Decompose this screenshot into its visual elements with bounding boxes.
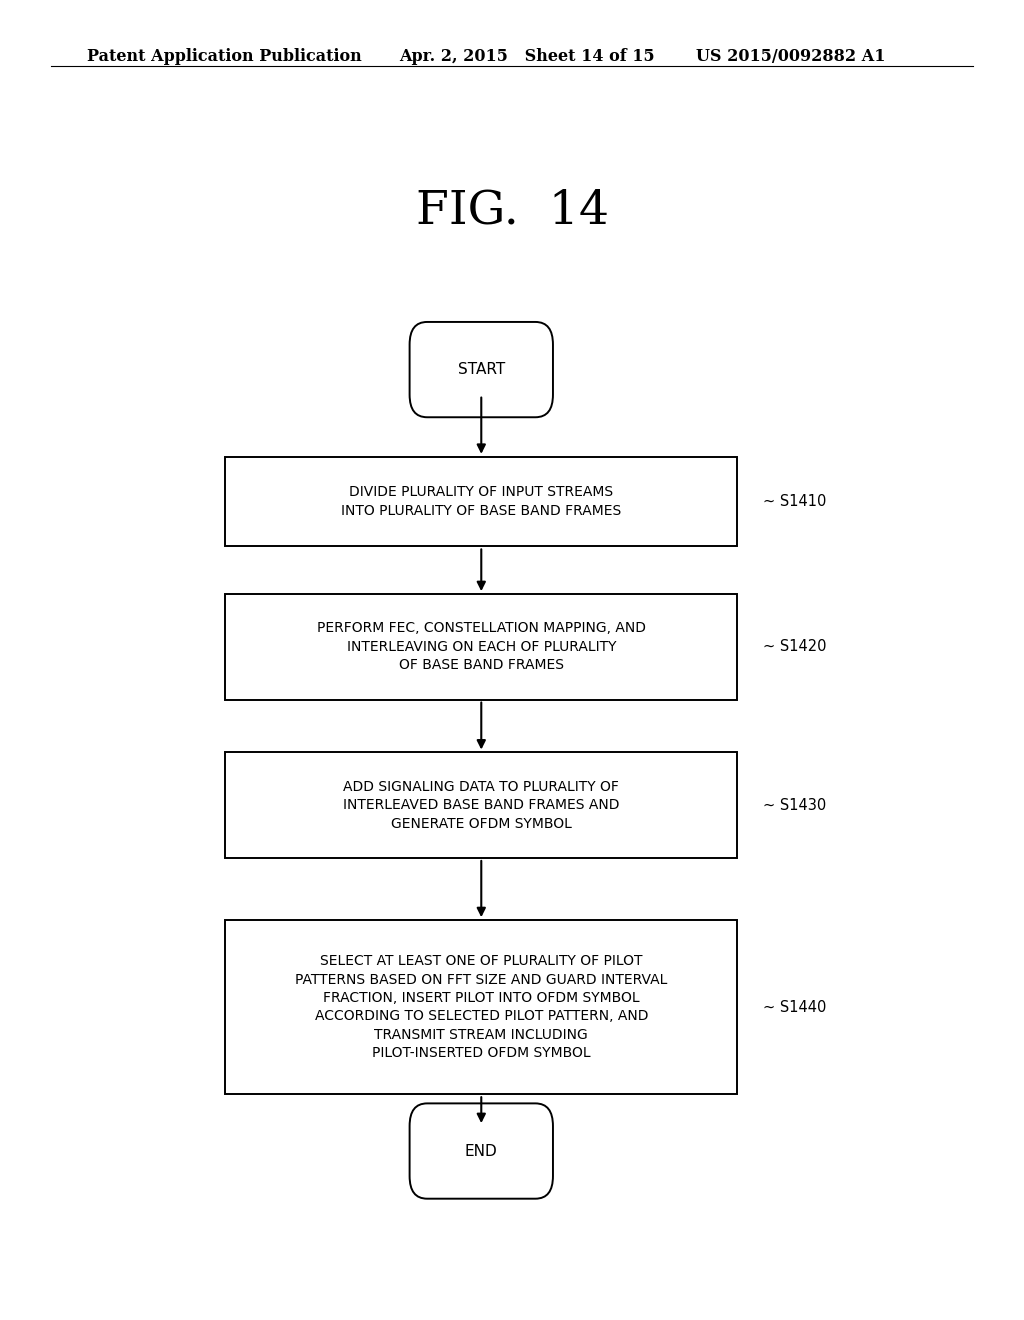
Bar [225, 920, 737, 1094]
Text: ADD SIGNALING DATA TO PLURALITY OF
INTERLEAVED BASE BAND FRAMES AND
GENERATE OFD: ADD SIGNALING DATA TO PLURALITY OF INTER… [343, 780, 620, 830]
Bar [225, 752, 737, 858]
FancyBboxPatch shape [410, 1104, 553, 1199]
Text: ~ S1420: ~ S1420 [763, 639, 826, 655]
Text: ~ S1410: ~ S1410 [763, 494, 826, 510]
Text: PERFORM FEC, CONSTELLATION MAPPING, AND
INTERLEAVING ON EACH OF PLURALITY
OF BAS: PERFORM FEC, CONSTELLATION MAPPING, AND … [316, 622, 646, 672]
Text: Patent Application Publication: Patent Application Publication [87, 48, 361, 65]
Text: SELECT AT LEAST ONE OF PLURALITY OF PILOT
PATTERNS BASED ON FFT SIZE AND GUARD I: SELECT AT LEAST ONE OF PLURALITY OF PILO… [295, 954, 668, 1060]
Bar [225, 457, 737, 546]
Text: END: END [465, 1143, 498, 1159]
Text: FIG.  14: FIG. 14 [416, 189, 608, 234]
Text: US 2015/0092882 A1: US 2015/0092882 A1 [696, 48, 886, 65]
Text: START: START [458, 362, 505, 378]
Text: ~ S1440: ~ S1440 [763, 999, 826, 1015]
Bar [225, 594, 737, 700]
FancyBboxPatch shape [410, 322, 553, 417]
Text: DIVIDE PLURALITY OF INPUT STREAMS
INTO PLURALITY OF BASE BAND FRAMES: DIVIDE PLURALITY OF INPUT STREAMS INTO P… [341, 486, 622, 517]
Text: Apr. 2, 2015   Sheet 14 of 15: Apr. 2, 2015 Sheet 14 of 15 [399, 48, 655, 65]
Text: ~ S1430: ~ S1430 [763, 797, 826, 813]
